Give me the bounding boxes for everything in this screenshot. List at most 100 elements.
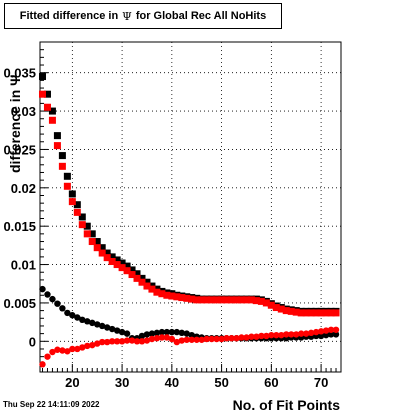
data-point-series-4 (293, 331, 300, 338)
data-point-series-4 (69, 345, 76, 353)
data-point-series-4 (223, 335, 230, 342)
data-point-series-3 (69, 312, 76, 319)
data-point-series-4 (188, 336, 195, 343)
data-point-series-3 (64, 309, 71, 317)
data-point-series-4 (203, 335, 210, 343)
data-point-series-3 (74, 314, 81, 321)
data-point-series-3 (183, 330, 190, 337)
data-point-series-2 (153, 288, 161, 296)
data-point-series-2 (178, 294, 186, 302)
data-point-series-4 (133, 338, 141, 345)
data-point-series-2 (233, 296, 241, 304)
data-point-series-2 (237, 296, 245, 304)
data-point-series-4 (89, 341, 96, 349)
data-point-series-2 (277, 305, 285, 313)
data-point-series-4 (183, 336, 190, 343)
data-point-series-2 (73, 208, 81, 216)
data-point-series-4 (198, 336, 205, 343)
data-point-series-4 (44, 353, 51, 360)
x-tick-label: 40 (165, 375, 179, 390)
data-point-series-1 (123, 262, 131, 270)
data-point-series-1 (83, 222, 91, 230)
data-point-series-2 (252, 297, 260, 305)
data-point-series-1 (128, 266, 136, 274)
data-point-series-4 (108, 338, 116, 345)
y-tick-label: 0.03 (11, 104, 36, 119)
data-point-series-2 (312, 309, 320, 317)
data-point-series-2 (203, 296, 211, 304)
data-point-series-3 (94, 321, 101, 328)
x-tick-label: 50 (214, 375, 228, 390)
data-point-series-2 (158, 290, 166, 298)
data-point-series-4 (213, 335, 220, 343)
data-point-series-4 (79, 344, 86, 351)
data-point-series-4 (148, 335, 156, 343)
x-axis-label: No. of Fit Points (232, 397, 340, 413)
data-point-series-4 (54, 346, 61, 353)
data-point-series-2 (93, 244, 101, 252)
data-point-series-1 (68, 190, 76, 198)
data-point-series-4 (263, 332, 270, 340)
y-tick-label: 0 (29, 334, 36, 349)
data-point-series-3 (118, 328, 126, 336)
data-point-series-4 (248, 333, 255, 340)
data-point-series-2 (292, 308, 300, 316)
data-point-series-4 (243, 334, 250, 341)
x-tick-label: 70 (314, 375, 328, 390)
y-tick-label: 0.025 (3, 142, 36, 157)
data-point-series-2 (327, 309, 335, 317)
data-point-series-2 (118, 264, 126, 272)
data-point-series-2 (103, 254, 111, 262)
chart-title: Fitted difference in Ψ for Global Rec Al… (4, 3, 282, 29)
data-point-series-4 (302, 330, 310, 337)
data-point-series-3 (173, 328, 181, 336)
data-point-series-2 (68, 198, 76, 206)
data-point-series-4 (64, 348, 71, 355)
data-point-series-4 (94, 340, 101, 347)
data-point-series-3 (44, 291, 51, 298)
data-point-series-2 (267, 301, 275, 309)
data-point-series-4 (278, 331, 285, 339)
timestamp: Thu Sep 22 14:11:09 2022 (3, 400, 100, 409)
data-point-series-1 (93, 238, 101, 246)
data-point-series-1 (133, 270, 141, 278)
data-point-series-2 (148, 285, 156, 293)
data-point-series-2 (198, 296, 206, 304)
data-point-series-4 (218, 335, 225, 343)
data-point-series-4 (273, 331, 280, 339)
data-point-series-4 (312, 328, 320, 336)
data-point-series-2 (317, 309, 325, 317)
data-point-series-4 (317, 328, 325, 335)
data-point-series-2 (53, 142, 61, 150)
data-point-series-2 (78, 221, 86, 229)
chart-title-psi-symbol: Ψ (122, 9, 132, 23)
data-point-series-4 (332, 326, 340, 333)
data-point-series-4 (128, 337, 136, 344)
data-point-series-3 (59, 305, 66, 312)
data-point-series-3 (39, 285, 46, 293)
data-point-series-4 (49, 348, 56, 356)
data-point-series-3 (49, 295, 56, 303)
data-point-series-3 (163, 328, 171, 336)
data-point-series-3 (158, 328, 166, 336)
data-point-series-4 (253, 333, 260, 340)
data-point-series-2 (223, 296, 231, 304)
data-point-series-1 (98, 244, 106, 252)
data-point-series-2 (58, 162, 66, 170)
y-tick-label: 0.01 (11, 258, 36, 273)
data-point-series-1 (53, 132, 61, 140)
data-point-series-4 (193, 336, 200, 343)
data-point-series-3 (322, 331, 330, 339)
data-point-series-3 (98, 322, 106, 330)
x-tick-label: 30 (115, 375, 129, 390)
data-point-series-4 (113, 338, 121, 345)
data-point-series-4 (173, 338, 181, 346)
data-point-series-2 (218, 296, 226, 304)
data-point-series-2 (183, 294, 191, 302)
data-point-series-4 (178, 337, 185, 344)
data-point-series-4 (268, 331, 275, 339)
data-point-series-4 (258, 332, 265, 340)
data-point-series-4 (98, 338, 106, 346)
data-point-series-1 (138, 274, 146, 282)
data-point-series-2 (262, 299, 270, 307)
